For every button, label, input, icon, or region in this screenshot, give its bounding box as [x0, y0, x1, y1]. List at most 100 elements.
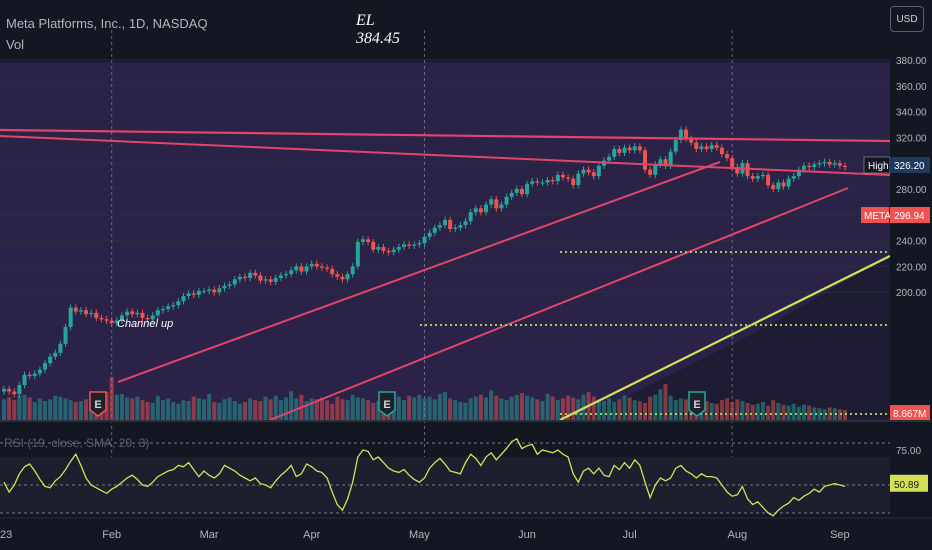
- candle-body: [719, 147, 724, 155]
- volume-bar: [807, 405, 812, 420]
- volume-bar: [740, 401, 745, 420]
- candle-body: [448, 219, 453, 229]
- high-badge-value: 326.20: [894, 161, 925, 172]
- candle-body: [109, 320, 114, 324]
- candle-body: [458, 225, 463, 228]
- candle-body: [391, 249, 396, 253]
- time-label-jun: Jun: [518, 529, 536, 541]
- volume-bar: [191, 396, 196, 420]
- volume-bar: [207, 393, 212, 420]
- candle-body: [632, 146, 637, 151]
- volume-bar: [396, 396, 401, 420]
- candle-body: [304, 266, 309, 272]
- candle-body: [427, 232, 432, 237]
- candle-body: [314, 263, 319, 267]
- candle-body: [360, 239, 365, 242]
- candle: [443, 216, 448, 229]
- volume-bar: [135, 396, 140, 420]
- candle-body: [499, 204, 504, 209]
- volume-bar: [509, 396, 514, 420]
- volume-bar: [319, 397, 324, 420]
- volume-bar: [350, 394, 355, 420]
- volume-bar: [766, 405, 771, 420]
- candle-body: [514, 189, 519, 193]
- candle: [678, 126, 683, 144]
- candle-body: [473, 208, 478, 213]
- candle: [760, 171, 765, 180]
- candle: [817, 159, 822, 168]
- candle-body: [166, 306, 171, 309]
- candle-body: [463, 221, 468, 226]
- candle-body: [571, 178, 576, 186]
- candle: [2, 385, 6, 395]
- earnings-marker-aug-text: E: [693, 399, 700, 411]
- currency-button[interactable]: USD: [890, 6, 924, 32]
- candle-body: [27, 374, 32, 377]
- candle-body: [325, 267, 330, 269]
- candle: [135, 309, 140, 318]
- candle: [473, 205, 478, 216]
- el-annotation: EL 384.45: [356, 12, 400, 48]
- candle: [155, 307, 160, 319]
- candle-body: [489, 199, 494, 205]
- candle: [837, 159, 842, 170]
- candle-body: [596, 165, 601, 177]
- volume-bar: [843, 410, 847, 420]
- rsi-indicator-label: RSI (19, close, SMA, 20, 3): [4, 436, 150, 450]
- volume-bar: [745, 402, 750, 420]
- candle: [335, 270, 340, 280]
- candle-body: [622, 147, 627, 153]
- volume-bar: [437, 393, 442, 420]
- volume-bar: [622, 395, 627, 420]
- volume-bar: [812, 407, 817, 420]
- candle-body: [278, 275, 283, 279]
- time-label-apr: Apr: [303, 529, 320, 541]
- candle: [437, 221, 442, 231]
- candle: [12, 388, 17, 398]
- candle-body: [299, 266, 304, 272]
- candle: [622, 144, 627, 157]
- candle: [7, 385, 12, 395]
- candle-body: [191, 293, 196, 295]
- candle-body: [530, 181, 535, 184]
- volume-bar: [278, 400, 283, 420]
- candle-body: [781, 182, 786, 187]
- candle: [725, 150, 730, 162]
- candle: [212, 286, 217, 296]
- candle: [330, 265, 335, 278]
- volume-bar: [263, 396, 268, 420]
- candle: [637, 143, 642, 154]
- volume-bar: [366, 400, 371, 420]
- candle: [248, 269, 253, 282]
- price-tick-2: 340.00: [896, 108, 927, 119]
- channel-up-label: Channel up: [117, 318, 174, 330]
- candle: [68, 304, 73, 331]
- candle-body: [68, 307, 73, 328]
- candle: [530, 178, 535, 188]
- candle-body: [658, 159, 663, 165]
- candle-body: [150, 315, 155, 320]
- candle-body: [401, 244, 406, 248]
- volume-bar: [776, 402, 781, 420]
- earnings-marker-may-text: E: [383, 399, 390, 411]
- volume-label: Vol: [6, 37, 25, 52]
- candle-body: [519, 189, 524, 195]
- volume-bar: [201, 399, 206, 420]
- candle-body: [494, 199, 499, 209]
- volume-bar: [653, 394, 658, 420]
- volume-bar: [643, 402, 648, 420]
- volume-bar: [755, 403, 760, 420]
- volume-bar: [750, 404, 755, 420]
- volume-bar: [709, 402, 714, 420]
- volume-bar: [684, 399, 689, 420]
- volume-bar: [478, 394, 483, 420]
- volume-bar: [150, 402, 155, 420]
- candle-body: [155, 310, 160, 316]
- candle: [289, 267, 294, 278]
- candle: [325, 264, 330, 273]
- candle-body: [576, 173, 581, 186]
- candle-body: [371, 241, 376, 250]
- meta-price-badge: META 296.94: [861, 207, 930, 223]
- candle: [478, 205, 483, 216]
